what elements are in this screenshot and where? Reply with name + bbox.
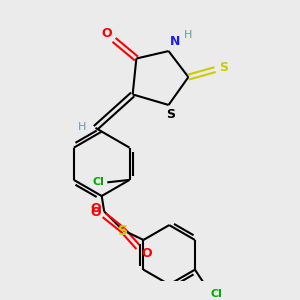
Text: S: S	[118, 224, 128, 238]
Text: O: O	[101, 27, 112, 40]
Text: S: S	[167, 108, 176, 122]
Text: H: H	[184, 30, 193, 40]
Text: N: N	[169, 35, 180, 48]
Text: Cl: Cl	[92, 177, 104, 188]
Text: H: H	[78, 122, 86, 132]
Text: O: O	[142, 247, 152, 260]
Text: O: O	[90, 206, 101, 219]
Text: O: O	[90, 202, 101, 215]
Text: Cl: Cl	[211, 290, 223, 299]
Text: S: S	[219, 61, 228, 74]
